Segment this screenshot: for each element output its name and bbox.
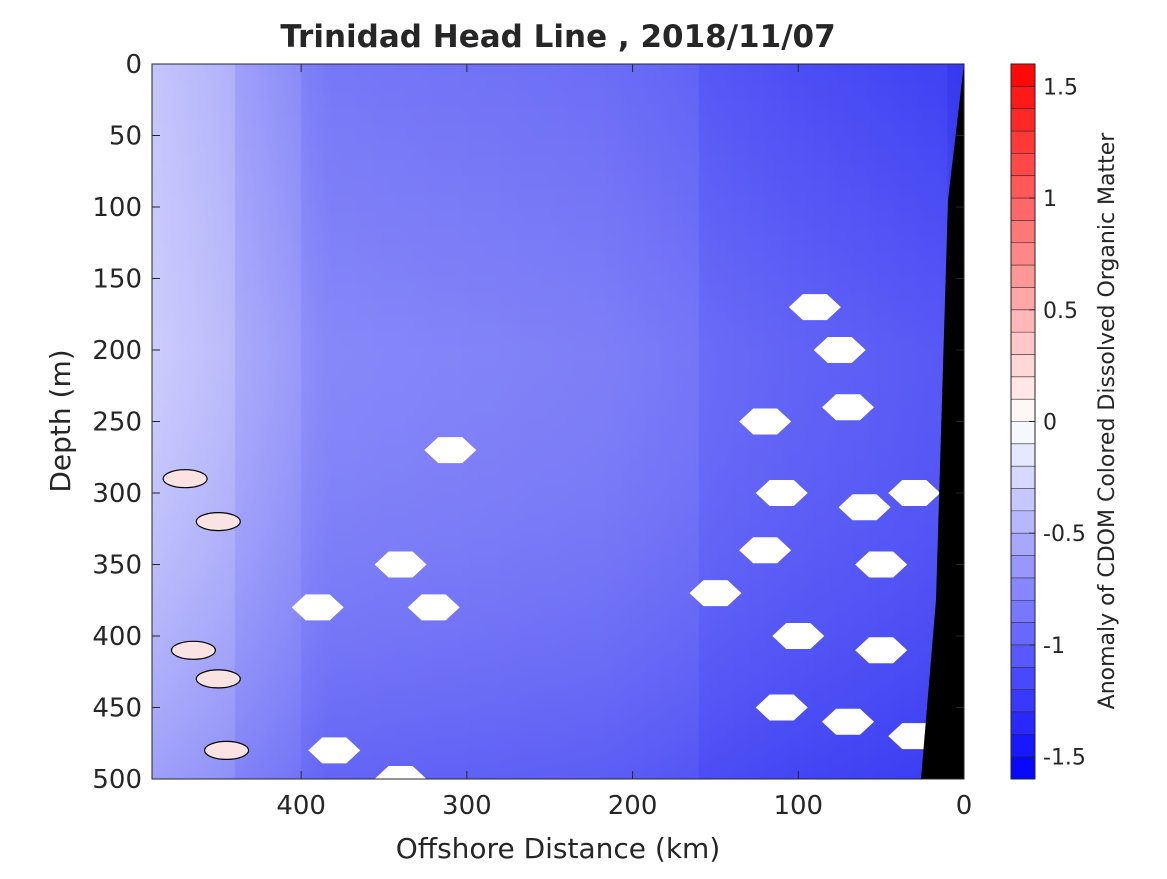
x-tick-label: 300 bbox=[442, 791, 492, 821]
colorbar-level bbox=[1011, 622, 1035, 646]
positive-anomaly-contour bbox=[203, 740, 250, 761]
y-tick-label: 300 bbox=[92, 479, 142, 509]
colorbar-level bbox=[1011, 64, 1035, 87]
plot-area bbox=[152, 64, 964, 779]
colorbar-tick-label: -1.5 bbox=[1043, 746, 1086, 771]
missing-data-patch bbox=[772, 623, 825, 649]
y-tick-label: 50 bbox=[109, 122, 142, 152]
colorbar-level bbox=[1011, 265, 1035, 288]
colorbar-level bbox=[1011, 242, 1035, 266]
colorbar-level bbox=[1011, 577, 1035, 601]
y-tick-label: 400 bbox=[92, 622, 142, 652]
missing-data-patch bbox=[855, 637, 908, 664]
missing-data-patch bbox=[291, 594, 344, 621]
missing-data-patch bbox=[374, 766, 427, 779]
missing-data-patch bbox=[813, 337, 866, 363]
colorbar-level bbox=[1011, 510, 1035, 534]
chart-title: Trinidad Head Line , 2018/11/07 bbox=[280, 19, 835, 55]
missing-data-patch bbox=[855, 551, 908, 578]
missing-data-patch bbox=[822, 708, 874, 735]
bathymetry-seafloor bbox=[921, 64, 964, 779]
missing-data-patch bbox=[308, 737, 361, 764]
y-tick-label: 350 bbox=[92, 551, 142, 581]
colorbar-level bbox=[1011, 354, 1035, 378]
missing-data-patch bbox=[788, 294, 841, 321]
missing-data-patch bbox=[755, 480, 808, 506]
colorbar-level bbox=[1011, 443, 1035, 467]
y-tick-label: 150 bbox=[92, 265, 142, 295]
colorbar-tick-label: 1 bbox=[1043, 187, 1057, 212]
missing-data-patch bbox=[689, 580, 742, 607]
colorbar-level bbox=[1011, 421, 1035, 445]
colorbar: 1.5 1 0.5 0 -0.5 -1 -1.5 bbox=[1010, 63, 1086, 780]
colorbar-label: Anomaly of CDOM Colored Dissolved Organi… bbox=[1095, 132, 1120, 710]
colorbar-level bbox=[1011, 86, 1035, 110]
missing-data-patch bbox=[739, 408, 792, 435]
colorbar-level bbox=[1011, 399, 1035, 422]
missing-data-patch bbox=[822, 394, 874, 421]
colorbar-tick-label: -0.5 bbox=[1043, 522, 1086, 547]
colorbar-level bbox=[1011, 309, 1035, 333]
colorbar-level bbox=[1011, 198, 1035, 221]
colorbar-level bbox=[1011, 153, 1035, 177]
missing-data-patch bbox=[888, 480, 941, 506]
y-tick-label: 200 bbox=[92, 336, 142, 366]
colorbar-level bbox=[1011, 667, 1035, 691]
positive-anomaly-contour bbox=[195, 511, 241, 532]
colorbar-level bbox=[1011, 689, 1035, 713]
missing-data-patch bbox=[739, 537, 792, 564]
colorbar-level bbox=[1011, 533, 1035, 557]
positive-anomaly-contour bbox=[195, 669, 241, 689]
missing-data-patch bbox=[755, 694, 808, 721]
colorbar-level bbox=[1011, 220, 1035, 244]
x-axis-label: Offshore Distance (km) bbox=[396, 832, 721, 865]
colorbar-level bbox=[1011, 756, 1035, 780]
colorbar-tick-label: -1 bbox=[1043, 634, 1065, 659]
missing-data-layer bbox=[291, 294, 941, 779]
colorbar-tick-label: 0 bbox=[1043, 411, 1057, 436]
colorbar-level bbox=[1011, 287, 1035, 311]
x-tick-label: 400 bbox=[276, 791, 326, 821]
colorbar-level bbox=[1011, 488, 1035, 512]
colorbar-level bbox=[1011, 466, 1035, 490]
colorbar-level bbox=[1011, 175, 1035, 199]
y-tick-label: 250 bbox=[92, 408, 142, 438]
y-tick-label: 450 bbox=[92, 694, 142, 724]
x-tick-label: 0 bbox=[956, 791, 973, 821]
missing-data-patch bbox=[374, 551, 427, 578]
x-axis: 400 300 200 100 0 bbox=[276, 64, 972, 821]
colorbar-level bbox=[1011, 332, 1035, 355]
colorbar-level bbox=[1011, 644, 1035, 668]
y-tick-label: 100 bbox=[92, 193, 142, 223]
colorbar-level bbox=[1011, 600, 1035, 624]
positive-anomaly-layer bbox=[162, 469, 250, 761]
colorbar-level bbox=[1011, 711, 1035, 735]
x-tick-label: 100 bbox=[773, 791, 823, 821]
y-axis: 0 50 100 150 200 250 300 350 400 450 500 bbox=[92, 50, 964, 795]
depth-banding bbox=[152, 64, 964, 779]
missing-data-patch bbox=[838, 494, 891, 521]
missing-data-patch bbox=[407, 594, 460, 621]
y-tick-label: 500 bbox=[92, 765, 142, 795]
positive-anomaly-contour bbox=[170, 640, 217, 660]
colorbar-level bbox=[1011, 108, 1035, 132]
y-tick-label: 0 bbox=[125, 50, 142, 80]
x-tick-label: 200 bbox=[608, 791, 658, 821]
positive-anomaly-contour bbox=[162, 469, 208, 489]
colorbar-level bbox=[1011, 734, 1035, 758]
missing-data-patch bbox=[424, 437, 477, 464]
colorbar-tick-label: 0.5 bbox=[1043, 299, 1078, 324]
colorbar-tick-label: 1.5 bbox=[1043, 75, 1078, 100]
colorbar-level bbox=[1011, 131, 1035, 154]
y-axis-label: Depth (m) bbox=[44, 349, 77, 492]
colorbar-level bbox=[1011, 376, 1035, 400]
colorbar-level bbox=[1011, 555, 1035, 579]
